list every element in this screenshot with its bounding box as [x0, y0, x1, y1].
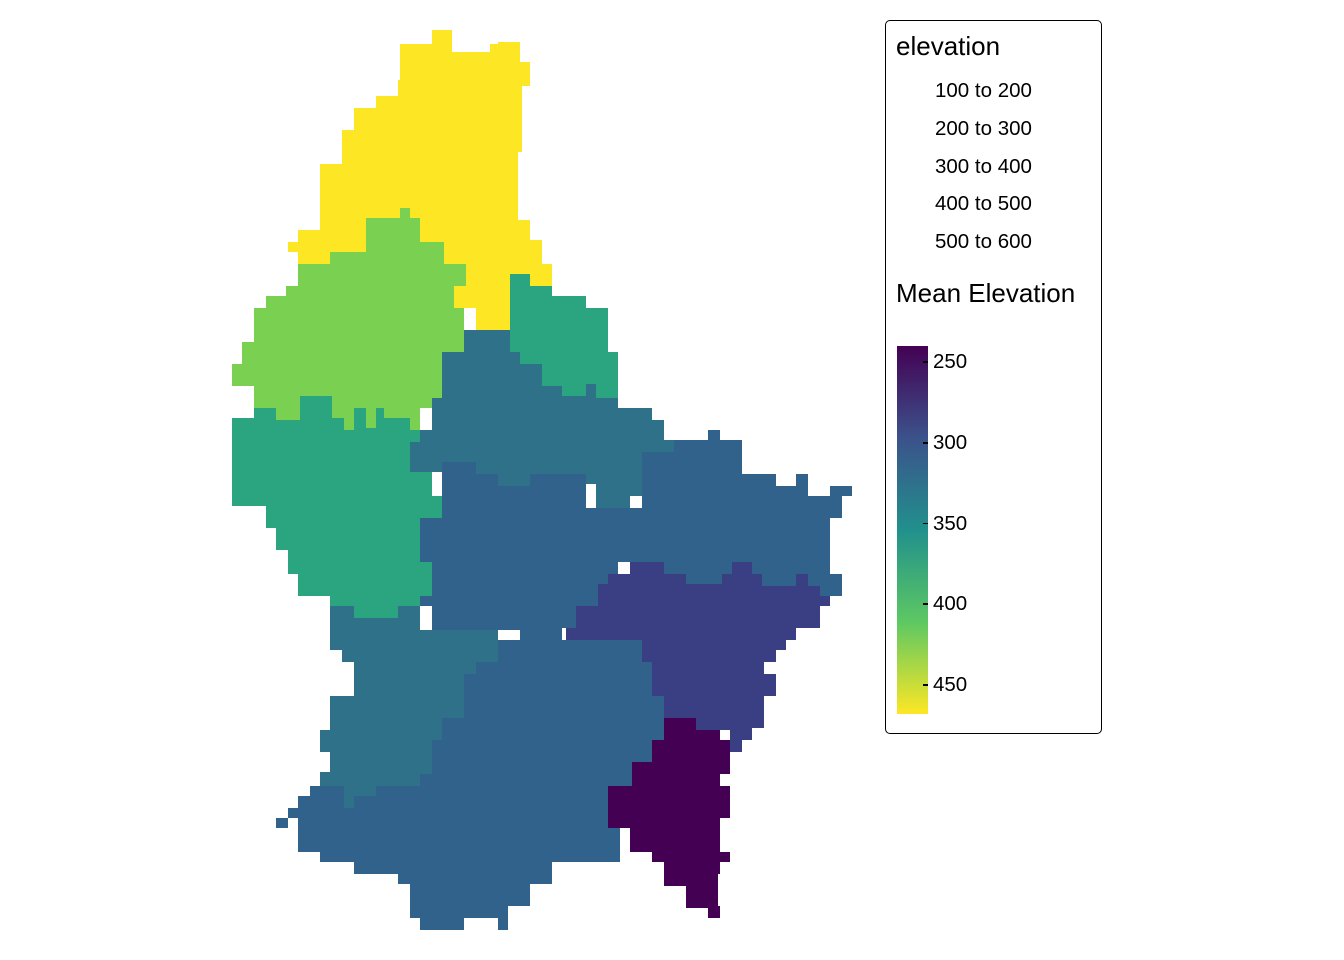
legend-class-label: 400 to 500 — [935, 192, 1032, 215]
legend-class-label: 200 to 300 — [935, 117, 1032, 140]
region-southwest — [320, 606, 498, 808]
colorbar-tick-label: 250 — [933, 350, 968, 374]
colorbar-tick — [923, 522, 928, 525]
legend-mean-elevation-title: Mean Elevation — [896, 278, 1076, 308]
colorbar-tick-label: 300 — [933, 430, 968, 454]
region-west — [232, 396, 442, 618]
region-south — [276, 640, 664, 930]
legend-class-label: 100 to 200 — [935, 79, 1032, 102]
region-southeast — [608, 718, 730, 918]
legend-class-label: 500 to 600 — [935, 230, 1032, 253]
region-north-central-east — [510, 274, 618, 398]
region-east — [566, 562, 842, 752]
legend-class-label: 300 to 400 — [935, 155, 1032, 178]
colorbar-tick-label: 350 — [933, 511, 968, 535]
region-east-central — [630, 430, 852, 606]
colorbar-tick — [923, 603, 928, 605]
legend: elevation 100 to 200 200 to 300 300 to 4… — [885, 20, 1102, 734]
colorbar-tick-label: 450 — [933, 672, 968, 696]
legend-elevation-title: elevation — [896, 31, 1001, 61]
colorbar-tick — [923, 684, 928, 686]
region-north — [288, 30, 552, 330]
region-central-south — [420, 462, 630, 640]
region-northwest — [232, 208, 466, 430]
colorbar-tick — [923, 442, 928, 444]
colorbar-gradient — [897, 346, 928, 714]
colorbar-tick — [923, 361, 928, 363]
colorbar-tick-label: 400 — [933, 592, 968, 616]
